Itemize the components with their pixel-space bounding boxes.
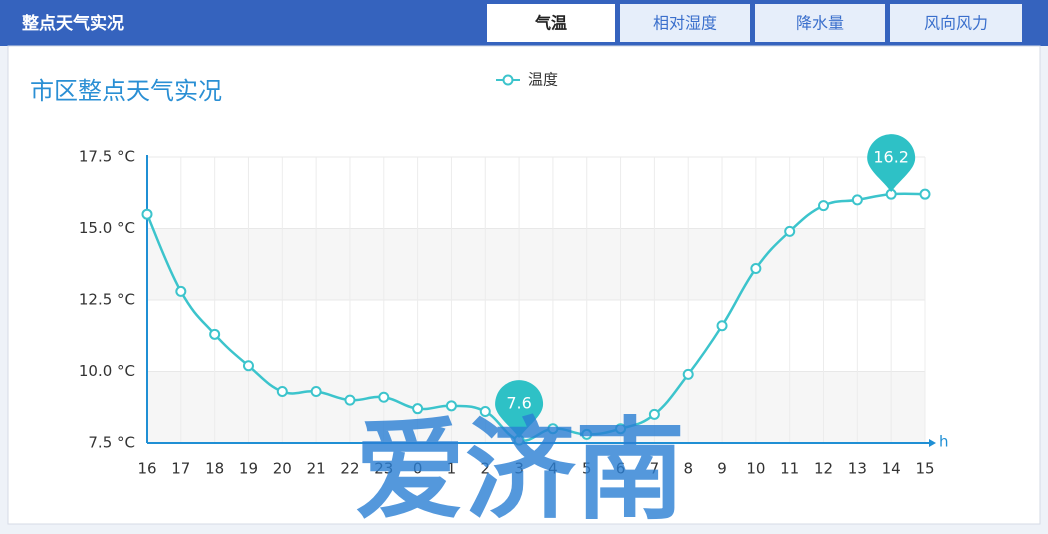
pin — [867, 134, 916, 193]
point — [445, 400, 457, 412]
tab-bg[interactable] — [890, 4, 1022, 42]
tab-bg[interactable] — [620, 4, 750, 42]
x-axis-arrow — [929, 439, 936, 447]
point — [412, 403, 424, 415]
x-axis-unit: h — [939, 433, 949, 451]
point — [648, 408, 660, 420]
x-tick-label: 13 — [848, 460, 867, 478]
tab-label[interactable]: 风向风力 — [924, 14, 988, 33]
x-tick-label: 8 — [683, 460, 693, 478]
x-tick-label: 22 — [340, 460, 359, 478]
tab-label[interactable]: 降水量 — [796, 14, 844, 33]
point — [276, 386, 288, 398]
x-tick-label: 6 — [616, 460, 626, 478]
x-tick-label: 11 — [780, 460, 799, 478]
point — [615, 423, 627, 435]
x-tick-label: 23 — [374, 460, 393, 478]
x-tick-label: 0 — [413, 460, 423, 478]
pin — [495, 380, 544, 439]
point — [344, 394, 356, 406]
tab[interactable]: 降水量 — [755, 4, 885, 42]
x-tick-label: 15 — [915, 460, 934, 478]
pin-label: 7.6 — [506, 394, 531, 413]
point — [242, 360, 254, 372]
point — [479, 406, 491, 418]
tab[interactable]: 气温 — [487, 4, 615, 42]
x-tick-label: 7 — [650, 460, 660, 478]
point — [750, 263, 762, 275]
y-tick-label: 10.0 °C — [79, 362, 135, 380]
x-tick-label: 2 — [480, 460, 490, 478]
x-tick-label: 21 — [307, 460, 326, 478]
tab-bg[interactable] — [487, 4, 615, 42]
x-tick-label: 18 — [205, 460, 224, 478]
point — [581, 428, 593, 440]
point — [310, 386, 322, 398]
y-tick-label: 17.5 °C — [79, 148, 135, 166]
point — [784, 225, 796, 237]
x-tick-label: 1 — [447, 460, 457, 478]
x-tick-label: 12 — [814, 460, 833, 478]
watermark: 爱济南 — [355, 406, 685, 534]
point — [175, 285, 187, 297]
point — [716, 320, 728, 332]
header-title: 整点天气实况 — [22, 13, 124, 34]
y-tick-label: 12.5 °C — [79, 291, 135, 309]
tabs: 气温 相对湿度 降水量 风向风力 — [487, 4, 1022, 42]
y-tick-label: 7.5 °C — [88, 434, 135, 452]
grid-band — [147, 228, 925, 300]
pin-label: 16.2 — [873, 148, 909, 167]
x-tick-label: 17 — [171, 460, 190, 478]
tab[interactable]: 风向风力 — [890, 4, 1022, 42]
tab-label[interactable]: 气温 — [534, 14, 567, 33]
x-tick-label: 9 — [717, 460, 727, 478]
x-tick-label: 20 — [273, 460, 292, 478]
x-tick-label: 4 — [548, 460, 558, 478]
x-tick-label: 5 — [582, 460, 592, 478]
point — [919, 188, 931, 200]
point — [209, 328, 221, 340]
point — [378, 391, 390, 403]
point — [851, 194, 863, 206]
legend-marker — [502, 74, 514, 86]
x-tick-label: 16 — [137, 460, 156, 478]
point — [141, 208, 153, 220]
x-tick-label: 3 — [514, 460, 524, 478]
point — [682, 368, 694, 380]
x-tick-label: 14 — [882, 460, 901, 478]
chart-title: 市区整点天气实况 — [30, 77, 222, 105]
x-tick-label: 10 — [746, 460, 765, 478]
tab-bg[interactable] — [755, 4, 885, 42]
x-tick-label: 19 — [239, 460, 258, 478]
tab-label[interactable]: 相对湿度 — [653, 14, 717, 33]
point — [818, 200, 830, 212]
legend-label: 温度 — [528, 71, 558, 89]
tab[interactable]: 相对湿度 — [620, 4, 750, 42]
point — [547, 423, 559, 435]
y-tick-label: 15.0 °C — [79, 219, 135, 237]
